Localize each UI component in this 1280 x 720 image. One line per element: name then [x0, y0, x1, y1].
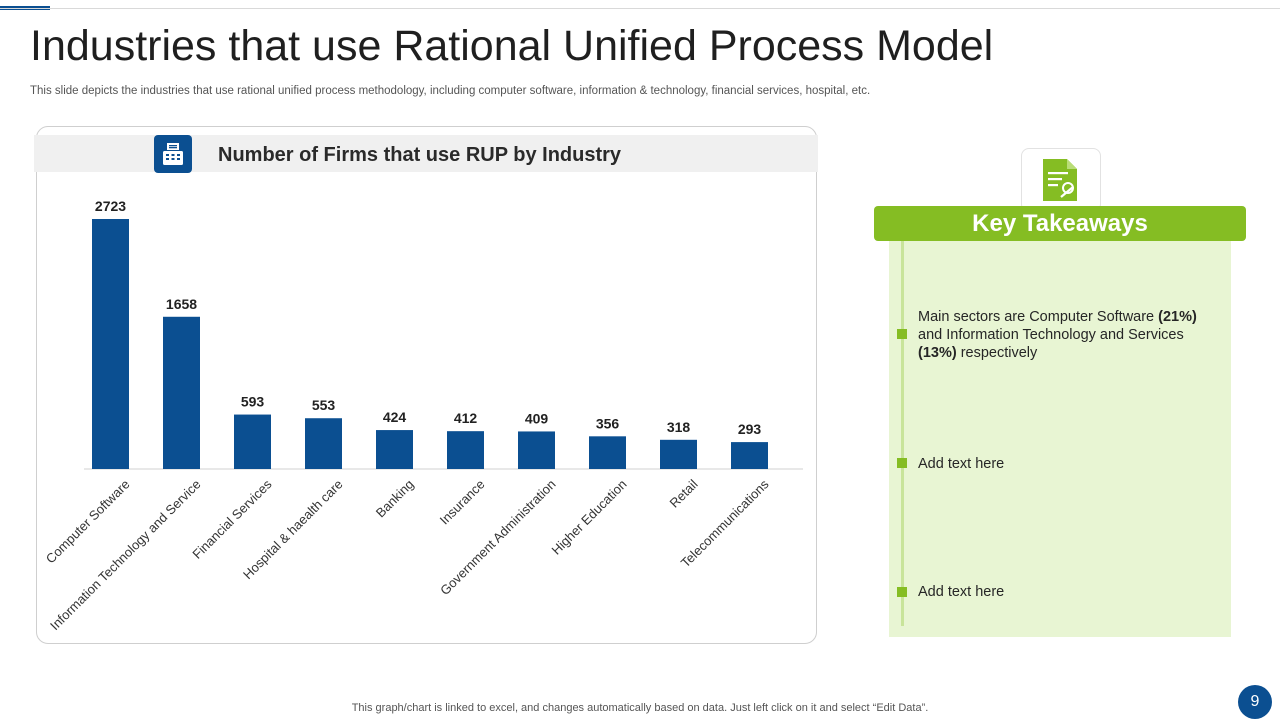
takeaway-bullet [897, 587, 907, 597]
category-tick-label: Information Technology and Service [47, 477, 204, 634]
bar-data-label: 424 [383, 409, 407, 425]
bar-data-label: 2723 [95, 198, 126, 214]
page-number: 9 [1238, 685, 1272, 719]
document-certificate-icon [1043, 159, 1077, 201]
bar-data-label: 356 [596, 415, 620, 431]
chart-bar [376, 430, 413, 469]
chart-bar [731, 442, 768, 469]
category-tick-label: Insurance [437, 477, 488, 528]
chart-bar [163, 316, 200, 469]
takeaway-item-3: Add text here [918, 584, 1005, 600]
chart-bar [305, 418, 342, 469]
bar-data-label: 293 [738, 421, 762, 437]
bar-data-label: 409 [525, 410, 549, 426]
bar-data-label: 553 [312, 397, 336, 413]
chart-bar [447, 431, 484, 469]
takeaway-item-2: Add text here [918, 456, 1005, 472]
chart-bar [660, 439, 697, 469]
bar-data-label: 318 [667, 419, 691, 435]
page-subtitle: This slide depicts the industries that u… [30, 85, 871, 97]
bar-data-label: 412 [454, 410, 478, 426]
page-title: Industries that use Rational Unified Pro… [30, 22, 994, 70]
takeaway-bullet [897, 458, 907, 468]
chart-title: Number of Firms that use RUP by Industry [218, 144, 622, 166]
category-tick-label: Retail [667, 476, 701, 510]
calculator-icon [154, 135, 192, 173]
takeaway-item-1: Main sectors are Computer Software (21%)… [918, 309, 1197, 361]
chart-bar [589, 436, 626, 469]
footer-note: This graph/chart is linked to excel, and… [351, 702, 929, 714]
chart-bar [92, 219, 129, 469]
chart-bar [518, 431, 555, 469]
takeaways-icon-card [1021, 148, 1101, 212]
top-rule [0, 8, 1280, 9]
bar-data-label: 1658 [166, 296, 197, 312]
bar-data-label: 593 [241, 394, 265, 410]
chart-bar [234, 414, 271, 469]
takeaways-panel [889, 238, 1231, 637]
takeaways-header: Key Takeaways [874, 206, 1246, 241]
category-tick-label: Banking [373, 477, 417, 521]
takeaways-timeline [901, 241, 904, 626]
category-tick-label: Government Administration [437, 477, 558, 598]
takeaway-bullet [897, 329, 907, 339]
category-tick-label: Higher Education [548, 477, 629, 558]
